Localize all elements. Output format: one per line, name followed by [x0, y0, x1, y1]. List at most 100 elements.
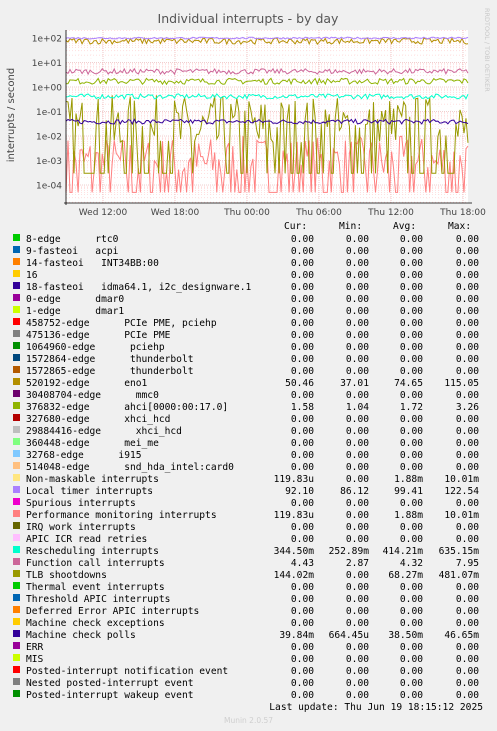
- legend-swatch: [13, 366, 20, 373]
- header-max: Max:: [448, 221, 472, 232]
- series-line: [65, 95, 469, 174]
- munin-version: Munin 2.0.57: [223, 716, 274, 725]
- legend-avg: 0.00: [399, 342, 423, 353]
- series-line: [65, 77, 469, 86]
- legend-label: 520192-edge eno1: [26, 378, 148, 389]
- legend-cur: 0.00: [290, 594, 314, 605]
- legend-label: 376832-edge ahci[0000:00:17.0]: [26, 402, 229, 413]
- y-tick-label: 1e-01: [36, 108, 62, 118]
- legend-cur: 144.02m: [273, 570, 314, 581]
- legend-label: Machine check polls: [26, 630, 136, 641]
- legend-swatch: [13, 294, 20, 301]
- legend-label: ERR: [26, 642, 44, 653]
- legend-row: 32768-edge i915 0.00 0.00 0.00 0.00: [0, 450, 497, 462]
- x-tick-label: Thu 12:00: [367, 208, 414, 218]
- legend-swatch: [13, 630, 20, 637]
- legend-avg: 0.00: [399, 270, 423, 281]
- legend-min: 0.00: [345, 462, 369, 473]
- legend-cur: 0.00: [290, 690, 314, 701]
- legend-cur: 0.00: [290, 522, 314, 533]
- x-tick-label: Thu 06:00: [295, 208, 342, 218]
- legend-avg: 0.00: [399, 234, 423, 245]
- legend-max: 0.00: [455, 282, 479, 293]
- legend-max: 0.00: [455, 246, 479, 257]
- legend-label: Performance monitoring interrupts: [26, 510, 217, 521]
- legend-avg: 1.88m: [394, 474, 423, 485]
- legend-max: 0.00: [455, 426, 479, 437]
- legend-min: 0.00: [345, 258, 369, 269]
- legend-max: 0.00: [455, 270, 479, 281]
- legend-swatch: [13, 330, 20, 337]
- legend-swatch: [13, 426, 20, 433]
- legend-row: 1572864-edge thunderbolt 0.00 0.00 0.00 0.00: [0, 354, 497, 366]
- legend-label: 0-edge dmar0: [26, 294, 125, 305]
- legend-swatch: [13, 546, 20, 553]
- legend-cur: 344.50m: [273, 546, 314, 557]
- legend-avg: 0.00: [399, 450, 423, 461]
- legend-max: 0.00: [455, 666, 479, 677]
- legend-avg: 414.21m: [382, 546, 423, 557]
- legend-label: Function call interrupts: [26, 558, 165, 569]
- legend-min: 0.00: [345, 474, 369, 485]
- series-line: [65, 36, 469, 40]
- legend-label: 1572865-edge thunderbolt: [26, 366, 194, 377]
- x-tick-label: Thu 18:00: [439, 208, 486, 218]
- legend-avg: 1.88m: [394, 510, 423, 521]
- legend-max: 0.00: [455, 654, 479, 665]
- legend-row: MIS 0.00 0.00 0.00 0.00: [0, 654, 497, 666]
- legend-max: 3.26: [455, 402, 479, 413]
- legend-swatch: [13, 342, 20, 349]
- legend-min: 0.00: [345, 510, 369, 521]
- legend-label: 514048-edge snd_hda_intel:card0: [26, 462, 234, 473]
- legend-avg: 0.00: [399, 618, 423, 629]
- legend-avg: 0.00: [399, 534, 423, 545]
- legend-swatch: [13, 306, 20, 313]
- legend-row: 1-edge dmar1 0.00 0.00 0.00 0.00: [0, 306, 497, 318]
- legend-row: 16 0.00 0.00 0.00 0.00: [0, 270, 497, 282]
- legend-min: 0.00: [345, 318, 369, 329]
- legend-label: Machine check exceptions: [26, 618, 165, 629]
- legend-max: 0.00: [455, 522, 479, 533]
- legend-row: TLB shootdowns 144.02m 0.00 68.27m 481.07m: [0, 570, 497, 582]
- legend-max: 481.07m: [438, 570, 479, 581]
- legend-label: 18-fasteoi idma64.1, i2c_designware.1: [26, 282, 252, 293]
- legend-cur: 0.00: [290, 678, 314, 689]
- legend-cur: 0.00: [290, 234, 314, 245]
- legend-label: 16: [26, 270, 38, 281]
- legend-min: 0.00: [345, 246, 369, 257]
- legend-avg: 0.00: [399, 330, 423, 341]
- legend-max: 0.00: [455, 618, 479, 629]
- legend-min: 0.00: [345, 270, 369, 281]
- legend-swatch: [13, 510, 20, 517]
- legend-max: 635.15m: [438, 546, 479, 557]
- legend-row: 1572865-edge thunderbolt 0.00 0.00 0.00 0.00: [0, 366, 497, 378]
- legend-swatch: [13, 234, 20, 241]
- legend-cur: 0.00: [290, 282, 314, 293]
- legend-max: 0.00: [455, 642, 479, 653]
- legend-avg: 0.00: [399, 294, 423, 305]
- legend-row: ERR 0.00 0.00 0.00 0.00: [0, 642, 497, 654]
- legend-min: 0.00: [345, 234, 369, 245]
- legend-label: 30408704-edge mmc0: [26, 390, 159, 401]
- legend-cur: 0.00: [290, 450, 314, 461]
- legend-cur: 0.00: [290, 642, 314, 653]
- legend-swatch: [13, 378, 20, 385]
- legend-max: 0.00: [455, 354, 479, 365]
- legend-max: 0.00: [455, 306, 479, 317]
- legend-label: 32768-edge i915: [26, 450, 142, 461]
- legend-avg: 0.00: [399, 414, 423, 425]
- chart-title: Individual interrupts - by day: [158, 11, 340, 26]
- legend-swatch: [13, 390, 20, 397]
- legend-max: 7.95: [455, 558, 479, 569]
- legend-max: 0.00: [455, 294, 479, 305]
- legend-avg: 0.00: [399, 426, 423, 437]
- legend-label: IRQ work interrupts: [26, 522, 136, 533]
- legend-row: Thermal event interrupts 0.00 0.00 0.00 0.00: [0, 582, 497, 594]
- legend-avg: 0.00: [399, 654, 423, 665]
- legend-row: 376832-edge ahci[0000:00:17.0] 1.58 1.04 1.…: [0, 402, 497, 414]
- legend-min: 0.00: [345, 618, 369, 629]
- legend-max: 0.00: [455, 450, 479, 461]
- legend-row: APIC ICR read retries 0.00 0.00 0.00 0.00: [0, 534, 497, 546]
- x-tick-label: Wed 12:00: [79, 208, 128, 218]
- legend-swatch: [13, 438, 20, 445]
